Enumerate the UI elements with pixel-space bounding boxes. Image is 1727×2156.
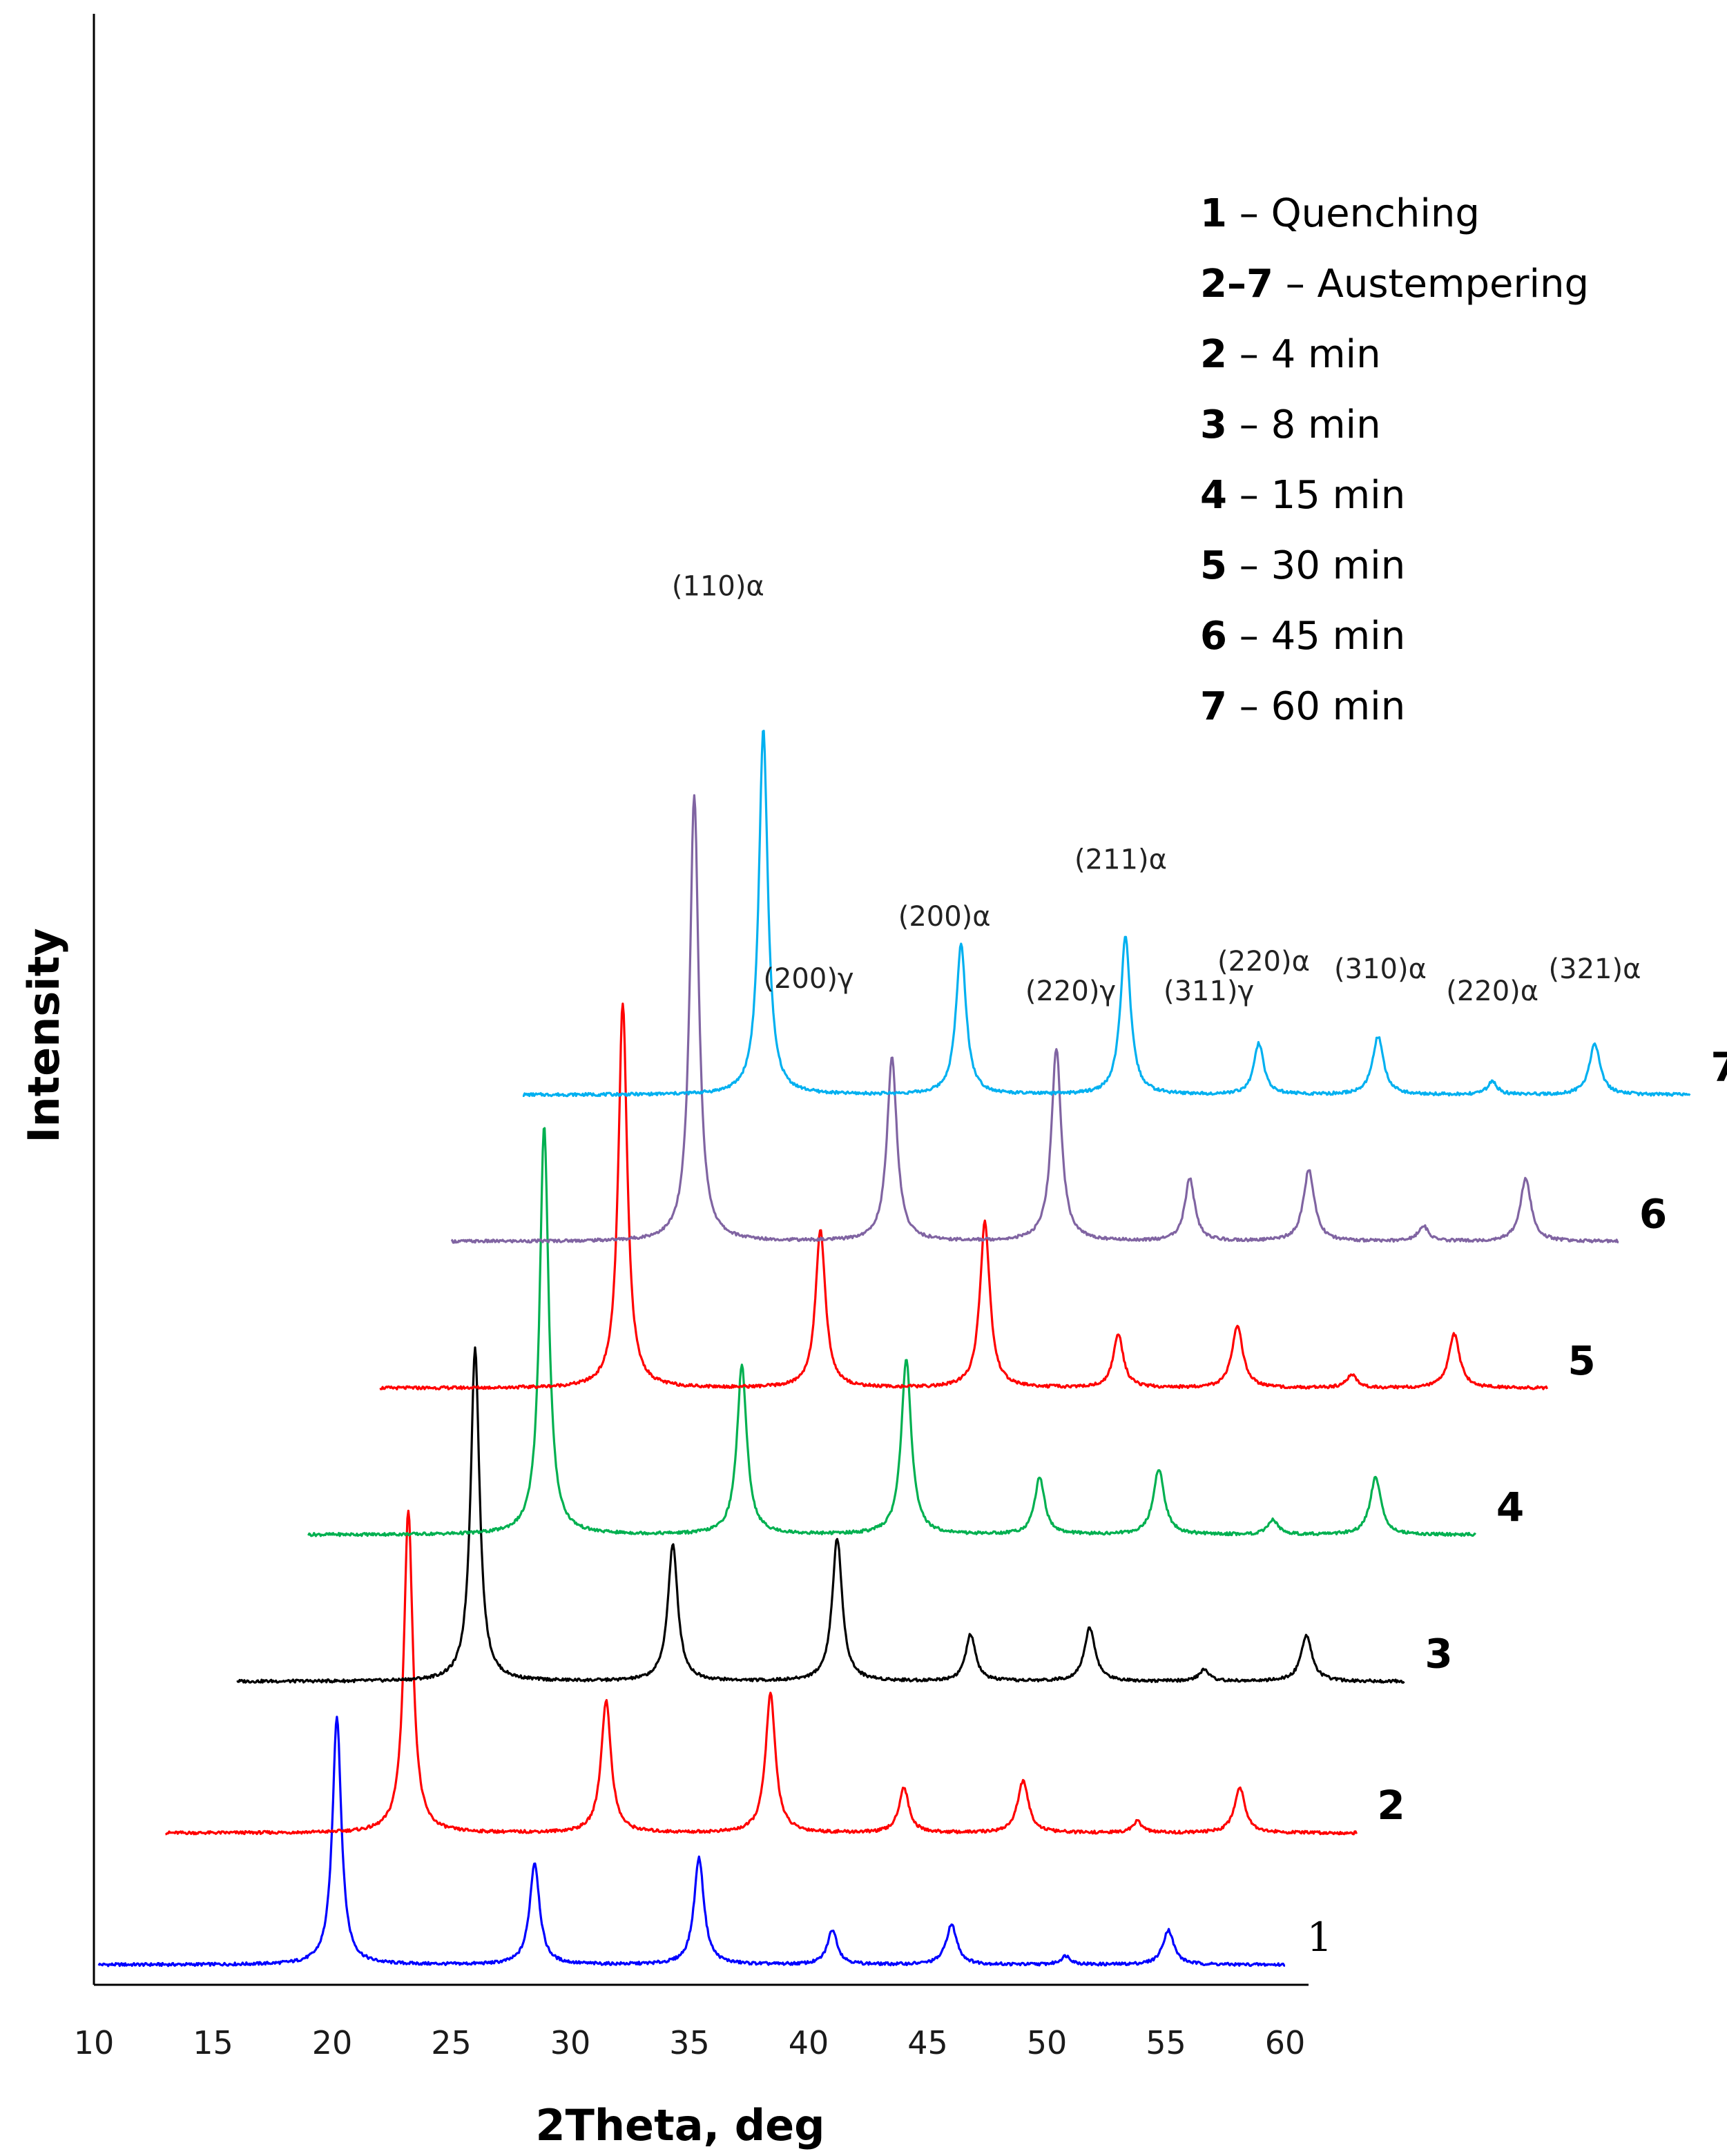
curve-label-1: 1 <box>1307 1914 1333 1961</box>
series-line-3 <box>236 1346 1405 1684</box>
legend-entry: 2 – 4 min <box>1200 332 1381 377</box>
x-axis-title: 2Theta, deg <box>535 2100 824 2150</box>
legend-entry-number: 2 <box>1200 332 1227 377</box>
legend-entry-text: – Austempering <box>1273 262 1589 307</box>
series-line-2 <box>165 1509 1358 1836</box>
peak-annotation: (310)α <box>1334 953 1427 985</box>
x-tick-label: 15 <box>193 2024 233 2061</box>
series-line-7 <box>522 730 1691 1098</box>
annotation-layer: (110)α(200)γ(200)α(220)γ(211)α(311)γ(220… <box>672 570 1641 1007</box>
x-tick-label: 60 <box>1265 2024 1306 2061</box>
x-tick-label: 10 <box>74 2024 115 2061</box>
x-tick-label: 35 <box>669 2024 710 2061</box>
series-line-4 <box>307 1127 1476 1537</box>
peak-annotation: (321)α <box>1549 953 1641 985</box>
x-tick-label: 55 <box>1146 2024 1186 2061</box>
legend-entry: 3 – 8 min <box>1200 402 1381 447</box>
y-axis-title: Intensity <box>19 928 69 1143</box>
peak-annotation: (211)α <box>1074 844 1167 875</box>
legend-entry-number: 3 <box>1200 402 1227 447</box>
legend-entry: 2–7 – Austempering <box>1200 262 1589 307</box>
curve-label-7: 7 <box>1710 1044 1727 1091</box>
curve-label-4: 4 <box>1496 1484 1524 1531</box>
peak-annotation: (200)γ <box>763 963 853 995</box>
legend-entry-number: 6 <box>1200 614 1227 659</box>
peak-annotation: (200)α <box>898 901 991 933</box>
legend-entry-text: – 30 min <box>1227 543 1405 588</box>
legend-entry-text: – 45 min <box>1227 614 1405 659</box>
series-line-6 <box>450 794 1619 1244</box>
legend-entry: 1 – Quenching <box>1200 191 1480 236</box>
legend-entry: 7 – 60 min <box>1200 684 1405 729</box>
x-tick-label: 50 <box>1027 2024 1068 2061</box>
curve-label-3: 3 <box>1425 1631 1452 1678</box>
peak-annotation: (110)α <box>672 570 764 602</box>
x-tick-label: 25 <box>431 2024 472 2061</box>
x-tick-label: 30 <box>550 2024 591 2061</box>
legend-entry-text: – 8 min <box>1227 402 1381 447</box>
peak-annotation: (220)α <box>1446 975 1538 1007</box>
series-layer: 1 2 3 4 5 6 7 <box>97 730 1727 1968</box>
legend: 1 – Quenching 2–7 – Austempering 2 – 4 min… <box>1200 191 1589 729</box>
legend-entry-number: 1 <box>1200 191 1227 236</box>
axes-layer: 10 15 20 25 30 35 40 45 50 55 60 <box>74 14 1309 2061</box>
curve-label-5: 5 <box>1567 1337 1595 1384</box>
legend-entry-number: 4 <box>1200 473 1227 518</box>
peak-annotation: (220)α <box>1217 946 1310 978</box>
series-line-1 <box>97 1716 1286 1968</box>
x-tick-label: 40 <box>789 2024 829 2061</box>
peak-annotation: (220)γ <box>1025 975 1116 1007</box>
legend-entry-text: – 4 min <box>1227 332 1381 377</box>
curve-label-2: 2 <box>1377 1782 1405 1829</box>
legend-entry-text: – 60 min <box>1227 684 1405 729</box>
series-line-5 <box>379 1002 1548 1390</box>
x-tick-label: 20 <box>312 2024 353 2061</box>
legend-entry: 5 – 30 min <box>1200 543 1405 588</box>
legend-entry-text: – Quenching <box>1227 191 1480 236</box>
x-tick-label: 45 <box>907 2024 948 2061</box>
legend-entry-number: 7 <box>1200 684 1227 729</box>
legend-entry-number: 2–7 <box>1200 262 1273 307</box>
legend-entry: 6 – 45 min <box>1200 614 1405 659</box>
legend-entry: 4 – 15 min <box>1200 473 1405 518</box>
peak-annotation: (311)γ <box>1164 975 1254 1007</box>
legend-entry-text: – 15 min <box>1227 473 1405 518</box>
legend-entry-number: 5 <box>1200 543 1227 588</box>
curve-label-6: 6 <box>1639 1190 1667 1237</box>
